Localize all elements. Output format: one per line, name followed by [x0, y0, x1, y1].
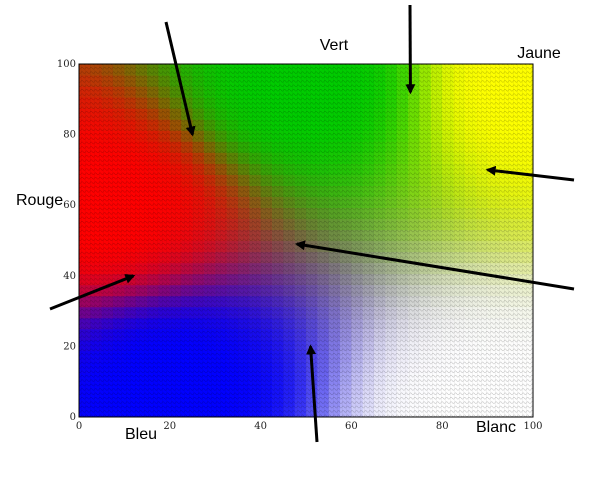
annotation-arrow: [164, 21, 196, 137]
x-tick-label: 0: [76, 421, 82, 432]
x-tick-label: 100: [523, 421, 542, 432]
x-tick-label: 40: [254, 421, 267, 432]
annotation-arrow: [294, 240, 575, 291]
mesh-overlay: [79, 64, 533, 417]
x-tick-labels: 0 20 40 60 80 100: [76, 421, 543, 432]
y-tick-label: 100: [57, 59, 76, 70]
color-labels: Vert Jaune Rouge Bleu Blanc: [16, 37, 561, 443]
color-label-blanc: Blanc: [476, 419, 516, 436]
x-tick-label: 60: [345, 421, 358, 432]
y-tick-label: 40: [63, 271, 76, 282]
color-label-bleu: Bleu: [125, 426, 157, 443]
x-tick-label: 20: [163, 421, 176, 432]
annotation-arrow: [49, 274, 136, 311]
plot-frame: [78, 63, 534, 418]
y-tick-label: 80: [63, 130, 76, 141]
annotation-arrows: [49, 4, 575, 443]
y-tick-labels: 0 20 40 60 80 100: [57, 59, 76, 423]
x-tick-label: 80: [436, 421, 449, 432]
color-label-jaune: Jaune: [517, 45, 561, 62]
annotation-arrow: [306, 344, 319, 443]
y-tick-label: 20: [63, 341, 76, 352]
color-label-vert: Vert: [320, 37, 349, 54]
annotation-arrow: [485, 165, 575, 182]
y-tick-label: 0: [70, 412, 76, 423]
y-tick-label: 60: [63, 200, 76, 211]
color-label-rouge: Rouge: [16, 192, 63, 209]
